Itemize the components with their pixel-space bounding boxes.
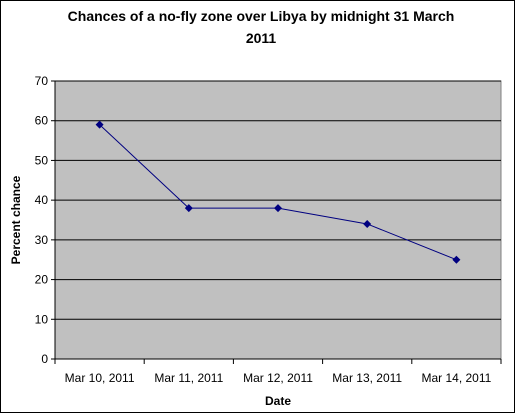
data-point-marker bbox=[184, 204, 193, 213]
data-point-marker bbox=[274, 204, 282, 213]
x-tick-label: Mar 13, 2011 bbox=[332, 371, 402, 385]
data-point-marker bbox=[363, 219, 372, 228]
label-layer: 0 10 20 30 40 50 60 70 Mar 10, 2011 Mar 11, 2011 M… bbox=[35, 74, 492, 385]
y-tick-label: 60 bbox=[35, 114, 49, 128]
y-tick-label: 70 bbox=[35, 74, 49, 88]
y-tick-label: 20 bbox=[35, 273, 49, 287]
y-axis-title: Percent chance bbox=[9, 175, 23, 264]
y-tick-label: 50 bbox=[35, 153, 49, 167]
x-axis-title: Date bbox=[265, 394, 291, 408]
y-tick-label: 40 bbox=[35, 193, 49, 207]
x-tick-label: Mar 11, 2011 bbox=[154, 371, 223, 385]
grid-layer bbox=[55, 80, 501, 320]
y-tick-label: 10 bbox=[35, 312, 49, 326]
data-point-marker bbox=[452, 255, 461, 264]
plot-area bbox=[54, 80, 502, 360]
x-tick-label: Mar 10, 2011 bbox=[65, 371, 135, 385]
x-tick-label: Mar 12, 2011 bbox=[243, 371, 313, 385]
x-tick-label: Mar 14, 2011 bbox=[421, 371, 491, 385]
chart-title: Chances of a no-fly zone over Libya by m… bbox=[67, 8, 455, 46]
y-tick-label: 30 bbox=[35, 233, 49, 247]
y-tick-label: 0 bbox=[41, 352, 48, 366]
axis-layer bbox=[51, 80, 502, 364]
data-point-marker bbox=[95, 120, 104, 129]
series-layer bbox=[95, 120, 461, 264]
